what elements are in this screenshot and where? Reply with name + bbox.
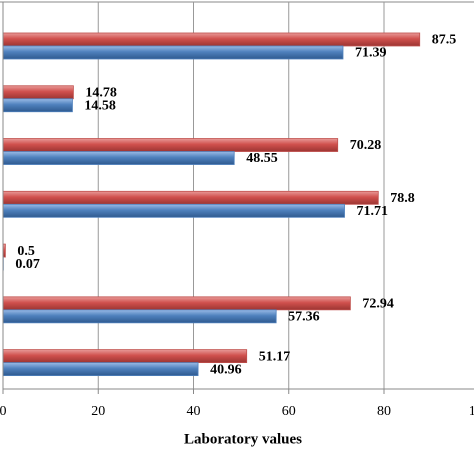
- value-label: 48.55: [246, 151, 277, 166]
- x-tick-label: 100: [469, 404, 474, 419]
- x-tick-label: 60: [282, 404, 296, 419]
- x-tick-label: 0: [0, 404, 7, 419]
- value-label: 78.8: [390, 191, 415, 206]
- bar: [2, 349, 248, 364]
- bar: [2, 151, 235, 165]
- bar: [2, 190, 379, 205]
- bar: [2, 203, 345, 218]
- bar: [2, 32, 421, 47]
- x-tick-label: 80: [377, 404, 391, 419]
- bar: [2, 138, 339, 152]
- x-tick-label: 40: [187, 404, 201, 419]
- x-tick-label: 20: [91, 404, 105, 419]
- value-label: 87.5: [432, 33, 457, 48]
- value-label: 0.07: [15, 257, 40, 272]
- bar: [2, 85, 74, 100]
- value-label: 57.36: [288, 310, 320, 325]
- value-label: 14.58: [84, 98, 116, 113]
- bar: [2, 309, 277, 324]
- bar: [2, 362, 199, 377]
- bar: [2, 45, 344, 60]
- value-label: 40.96: [210, 362, 242, 377]
- bar: [2, 98, 73, 113]
- value-label: 72.94: [362, 297, 394, 312]
- value-label: 70.28: [350, 138, 382, 153]
- value-label: 71.71: [357, 204, 389, 219]
- value-label: 71.39: [355, 46, 387, 61]
- value-label: 51.17: [259, 349, 291, 364]
- x-axis-title: Laboratory values: [184, 431, 302, 447]
- value-label: 0.5: [17, 244, 34, 259]
- value-label: 14.78: [85, 85, 117, 100]
- bar: [2, 296, 351, 311]
